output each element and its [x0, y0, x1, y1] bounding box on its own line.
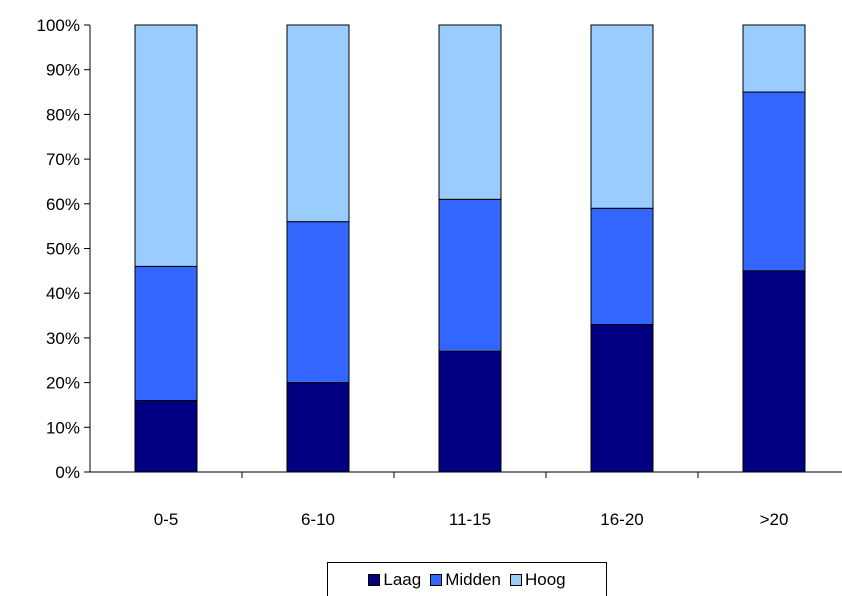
bar-hoog-5 [742, 24, 806, 93]
bar-midden-2 [286, 221, 350, 384]
legend-swatch-laag [368, 573, 381, 586]
y-tick-label: 60% [46, 195, 80, 214]
bar-midden-3 [438, 198, 502, 352]
bar-group [134, 24, 806, 473]
legend-item-hoog: Hoog [509, 569, 566, 590]
bar-midden-5 [742, 91, 806, 272]
legend-label-midden: Midden [445, 569, 501, 589]
y-tick-label: 100% [37, 16, 80, 35]
bar-midden-4 [590, 207, 654, 325]
y-tick-label: 70% [46, 150, 80, 169]
bar-laag-4 [590, 323, 654, 473]
bar-laag-3 [438, 350, 502, 473]
x-tick-label: 0-5 [154, 510, 179, 529]
bar-hoog-4 [590, 24, 654, 209]
legend-label-hoog: Hoog [524, 569, 566, 589]
y-tick-label: 40% [46, 284, 80, 303]
y-tick-label: 20% [46, 374, 80, 393]
y-tick-labels: 0% 10% 20% 30% 40% 50% 60% 70% 80% 90% 100% [37, 16, 80, 482]
y-tick-label: 50% [46, 240, 80, 259]
legend-item-midden: Midden [430, 570, 501, 590]
legend-swatch-midden [430, 573, 443, 586]
y-tick-label: 0% [55, 463, 80, 482]
bar-midden-1 [134, 265, 198, 401]
y-tick-label: 80% [46, 105, 80, 124]
bar-laag-1 [134, 399, 198, 473]
bar-hoog-1 [134, 24, 198, 267]
x-tick-label: 16-20 [600, 510, 643, 529]
x-tick-label: 11-15 [449, 510, 491, 529]
bar-laag-2 [286, 382, 350, 473]
y-tick-label: 30% [46, 329, 80, 348]
legend: Laag Midden Hoog [327, 562, 607, 596]
y-tick-label: 10% [46, 418, 80, 437]
bar-hoog-2 [286, 24, 350, 223]
x-tick-label: >20 [760, 510, 789, 529]
legend-label-laag: Laag [383, 569, 422, 589]
bar-laag-5 [742, 270, 806, 473]
legend-item-laag: Laag [368, 570, 421, 590]
x-tick-label: 6-10 [301, 510, 335, 529]
bar-hoog-3 [438, 24, 502, 200]
y-tick-label: 90% [46, 61, 80, 80]
axes [84, 24, 842, 478]
x-tick-labels: 0-5 6-10 11-15 16-20 >20 [154, 510, 789, 529]
legend-swatch-hoog [509, 573, 522, 586]
